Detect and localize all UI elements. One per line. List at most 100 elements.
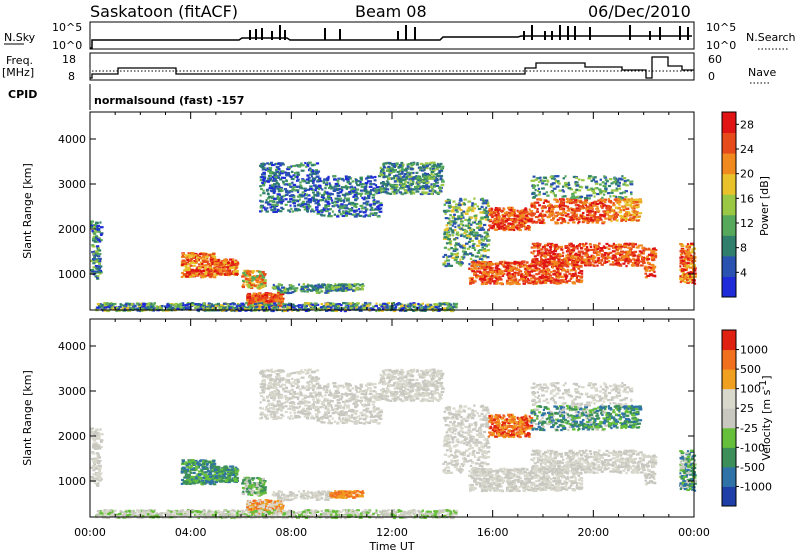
power-cell — [259, 210, 263, 213]
power-cell — [423, 176, 428, 179]
power-cell — [585, 207, 588, 210]
power-cell — [438, 191, 441, 194]
power-cell — [259, 179, 264, 182]
power-cell — [343, 197, 347, 200]
power-cell — [367, 194, 371, 198]
power-cell — [334, 283, 337, 286]
power-cell — [419, 162, 424, 165]
power-cell — [576, 204, 580, 207]
power-cell — [522, 211, 526, 214]
power-cell — [91, 245, 96, 248]
power-cell — [382, 165, 386, 168]
power-cell — [537, 215, 540, 219]
power-cell — [509, 218, 514, 222]
power-cell — [583, 259, 586, 262]
power-cell — [558, 189, 562, 192]
power-cell — [380, 168, 385, 171]
power-cell — [412, 171, 415, 175]
power-cell — [459, 223, 464, 226]
power-cell — [488, 280, 493, 283]
power-cell — [538, 214, 542, 217]
power-cell — [502, 215, 507, 218]
power-cell — [422, 175, 425, 178]
power-cell — [98, 252, 102, 256]
power-cell — [525, 210, 528, 213]
power-cell — [583, 261, 586, 264]
power-cell — [513, 212, 517, 215]
power-cell — [641, 257, 645, 260]
power-cell — [472, 279, 476, 282]
power-cell — [613, 246, 616, 250]
freq-line — [90, 56, 694, 79]
power-cell — [476, 251, 481, 255]
power-cell — [194, 252, 198, 256]
power-cell — [260, 173, 264, 176]
power-cell — [540, 276, 544, 280]
power-cell — [554, 215, 558, 218]
power-cell — [244, 280, 248, 283]
power-cell — [605, 188, 608, 191]
power-cell — [393, 180, 397, 183]
power-cell — [482, 199, 485, 203]
power-cell — [550, 190, 555, 193]
power-scatter — [90, 161, 698, 313]
power-cell — [530, 202, 533, 205]
power-cell — [453, 253, 458, 256]
power-cell — [593, 200, 598, 203]
power-cell — [336, 188, 339, 192]
power-cell — [92, 252, 95, 255]
power-cell — [333, 185, 337, 188]
power-cell — [599, 190, 603, 194]
power-cell — [618, 257, 621, 260]
power-cell — [456, 252, 460, 255]
power-cell — [539, 256, 542, 259]
power-cell — [556, 273, 560, 276]
power-cell — [548, 272, 551, 276]
power-cell — [627, 255, 630, 259]
power-cell — [483, 260, 487, 264]
power-cell — [507, 278, 511, 281]
power-cell — [581, 220, 585, 224]
power-cell — [612, 181, 616, 184]
power-cell — [353, 186, 357, 189]
power-cell — [566, 268, 569, 271]
power-cell — [561, 216, 564, 220]
power-cell — [555, 263, 559, 266]
power-cell — [613, 213, 616, 216]
power-cell — [480, 243, 485, 246]
power-cell — [306, 285, 309, 288]
power-cell — [260, 187, 263, 191]
power-cell — [435, 177, 439, 181]
power-cell — [553, 259, 556, 262]
power-cell — [301, 285, 305, 288]
power-cell — [408, 175, 413, 178]
power-cell — [460, 261, 463, 264]
power-cell — [578, 244, 581, 248]
power-cell — [448, 217, 451, 220]
power-cell — [622, 209, 626, 212]
power-cell — [510, 262, 514, 265]
power-cell — [341, 214, 345, 218]
power-cell — [610, 215, 614, 218]
power-cell — [541, 281, 545, 284]
power-cell — [615, 249, 620, 252]
power-cell — [652, 247, 656, 251]
power-cell — [385, 184, 389, 187]
power-cell — [278, 210, 283, 213]
power-cell — [574, 183, 577, 186]
power-cell — [679, 265, 682, 268]
power-cell — [234, 260, 237, 263]
power-cell — [365, 209, 368, 212]
power-cell — [295, 189, 300, 192]
power-cell — [539, 176, 542, 179]
power-cell — [455, 231, 460, 234]
power-cell — [526, 279, 529, 282]
power-cell — [379, 173, 384, 176]
power-cell — [483, 278, 487, 282]
power-cell — [430, 170, 435, 174]
power-cell — [577, 253, 581, 256]
power-cell — [564, 175, 567, 178]
power-cell — [468, 245, 471, 248]
power-cell — [197, 269, 201, 272]
power-cell — [217, 268, 221, 271]
